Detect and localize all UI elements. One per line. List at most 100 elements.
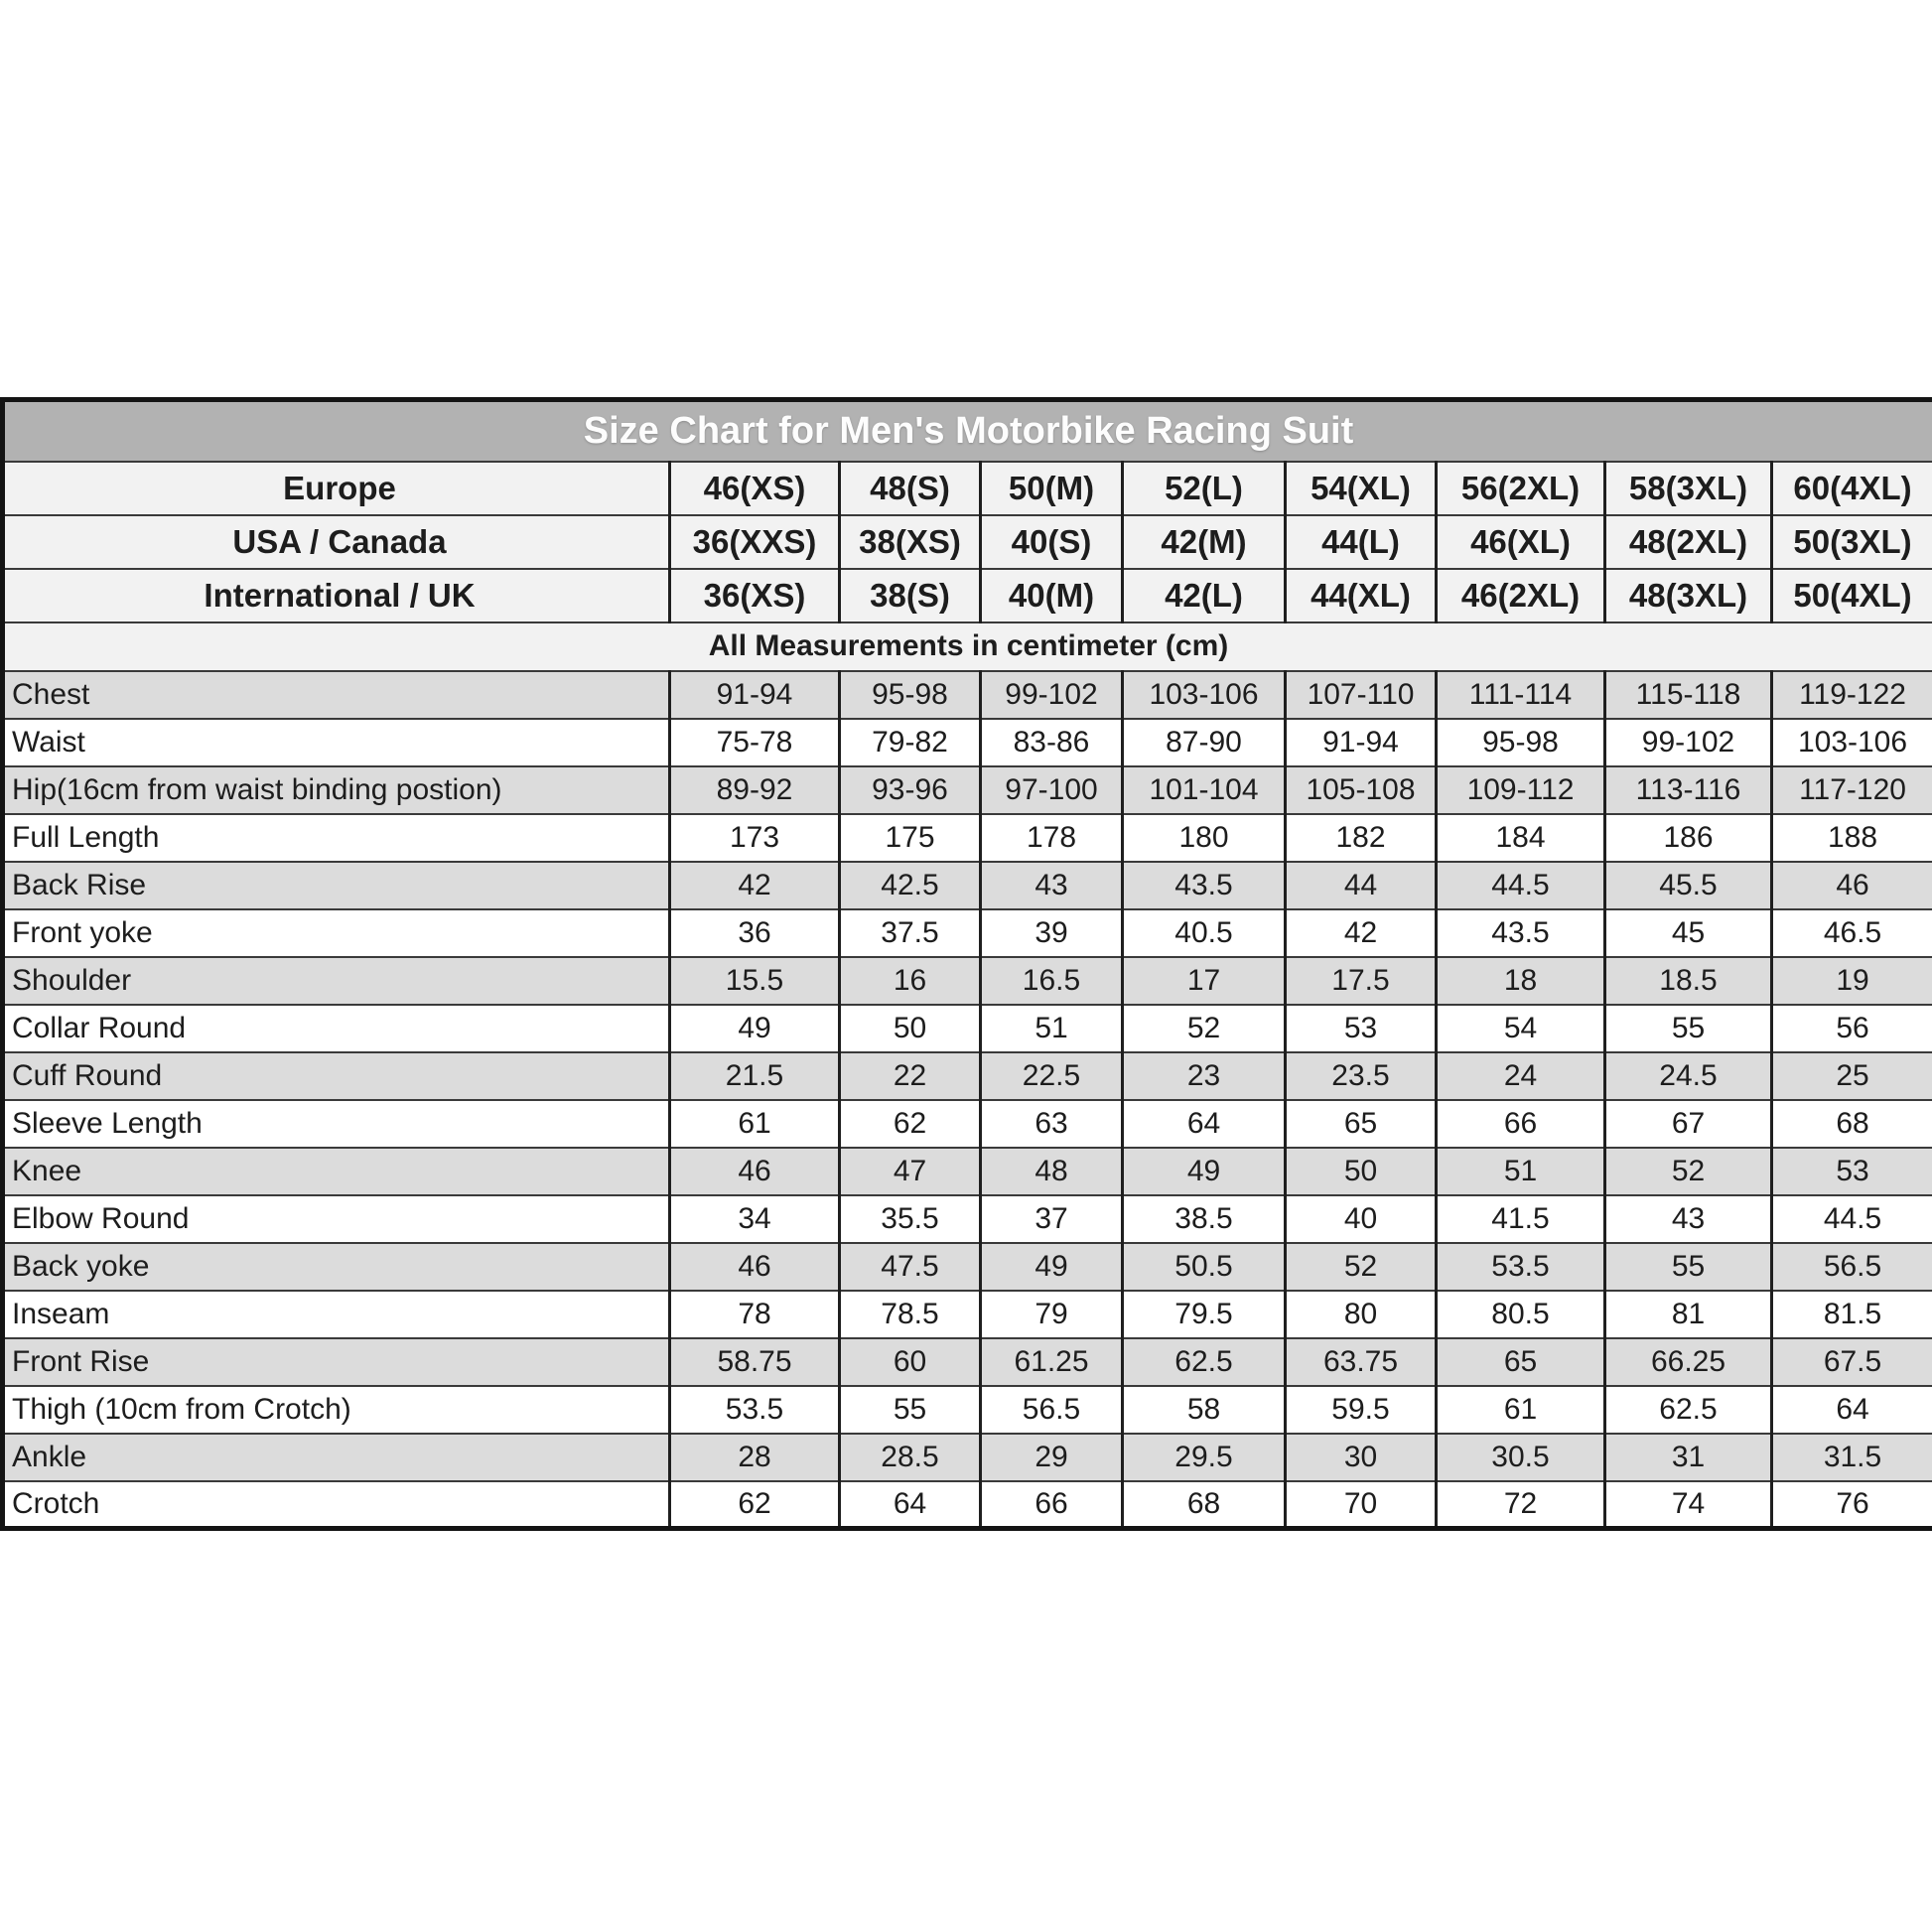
size-value-cell: 40(M) (979, 567, 1124, 623)
measurement-value-cell: 17 (1121, 955, 1287, 1006)
measurement-value-cell: 78.5 (838, 1289, 982, 1339)
measurement-value-cell: 16 (838, 955, 982, 1006)
measurement-label: Sleeve Length (1, 1098, 671, 1149)
measurement-value-cell: 44 (1284, 860, 1438, 910)
measurement-value-cell: 21.5 (668, 1050, 841, 1101)
measurement-value-cell: 62 (838, 1098, 982, 1149)
measurement-row: Waist 75-78 79-82 83-86 87-90 91-94 95-98 99-10… (1, 717, 1932, 767)
measurement-label: Crotch (1, 1479, 671, 1530)
measurement-value-cell: 55 (1603, 1241, 1773, 1292)
measurement-value-cell: 30.5 (1435, 1432, 1606, 1482)
measurement-value-cell: 76 (1769, 1479, 1932, 1530)
measurement-value-cell: 63.75 (1284, 1336, 1438, 1387)
measurement-row: Hip(16cm from waist binding postion) 89-9… (1, 764, 1932, 815)
measurement-value-cell: 113-116 (1603, 764, 1773, 815)
measurement-value-cell: 60 (838, 1336, 982, 1387)
size-value-cell: 48(3XL) (1603, 567, 1773, 623)
size-value-cell: 54(XL) (1284, 460, 1438, 516)
measurement-value-cell: 35.5 (838, 1193, 982, 1244)
measurement-label: Waist (1, 717, 671, 767)
measurement-value-cell: 63 (979, 1098, 1124, 1149)
measurement-value-cell: 53.5 (668, 1384, 841, 1435)
measurement-value-cell: 29.5 (1121, 1432, 1287, 1482)
size-value-cell: 36(XXS) (668, 513, 841, 570)
measurement-value-cell: 75-78 (668, 717, 841, 767)
measurement-value-cell: 79-82 (838, 717, 982, 767)
measurement-value-cell: 47 (838, 1146, 982, 1196)
measurement-value-cell: 188 (1769, 812, 1932, 863)
size-system-label: Europe (1, 460, 671, 516)
measurement-value-cell: 42 (668, 860, 841, 910)
measurement-value-cell: 39 (979, 907, 1124, 958)
measurement-value-cell: 49 (979, 1241, 1124, 1292)
measurement-label: Cuff Round (1, 1050, 671, 1101)
size-value-cell: 44(L) (1284, 513, 1438, 570)
measurement-value-cell: 81 (1603, 1289, 1773, 1339)
measurement-value-cell: 28 (668, 1432, 841, 1482)
measurement-value-cell: 22 (838, 1050, 982, 1101)
size-chart-body: Size Chart for Men's Motorbike Racing Su… (1, 398, 1932, 1530)
measurement-value-cell: 56 (1769, 1003, 1932, 1053)
size-system-row: Europe 46(XS) 48(S) 50(M) 52(L) 54(XL) 56(2XL)… (1, 460, 1932, 516)
size-value-cell: 60(4XL) (1769, 460, 1932, 516)
size-value-cell: 42(M) (1121, 513, 1287, 570)
measurement-value-cell: 34 (668, 1193, 841, 1244)
size-value-cell: 42(L) (1121, 567, 1287, 623)
size-system-label: USA / Canada (1, 513, 671, 570)
measurement-value-cell: 22.5 (979, 1050, 1124, 1101)
measurement-label: Back yoke (1, 1241, 671, 1292)
measurement-value-cell: 64 (838, 1479, 982, 1530)
measurement-value-cell: 87-90 (1121, 717, 1287, 767)
measurement-value-cell: 91-94 (1284, 717, 1438, 767)
measurement-value-cell: 83-86 (979, 717, 1124, 767)
measurement-value-cell: 91-94 (668, 669, 841, 720)
measurement-value-cell: 81.5 (1769, 1289, 1932, 1339)
measurement-value-cell: 89-92 (668, 764, 841, 815)
measurement-value-cell: 41.5 (1435, 1193, 1606, 1244)
size-value-cell: 48(S) (838, 460, 982, 516)
measurement-row: Cuff Round 21.5 22 22.5 23 23.5 24 24.5 25 (1, 1050, 1932, 1101)
size-value-cell: 40(S) (979, 513, 1124, 570)
measurement-row: Chest 91-94 95-98 99-102 103-106 107-110 111-1… (1, 669, 1932, 720)
size-value-cell: 58(3XL) (1603, 460, 1773, 516)
size-value-cell: 46(XL) (1435, 513, 1606, 570)
measurement-value-cell: 80 (1284, 1289, 1438, 1339)
measurement-value-cell: 117-120 (1769, 764, 1932, 815)
measurement-value-cell: 23.5 (1284, 1050, 1438, 1101)
measurement-row: Full Length 173 175 178 180 182 184 186 188 (1, 812, 1932, 863)
measurement-label: Back Rise (1, 860, 671, 910)
measurement-value-cell: 66 (1435, 1098, 1606, 1149)
measurement-value-cell: 111-114 (1435, 669, 1606, 720)
measurement-value-cell: 101-104 (1121, 764, 1287, 815)
measurement-value-cell: 54 (1435, 1003, 1606, 1053)
measurement-label: Thigh (10cm from Crotch) (1, 1384, 671, 1435)
measurement-value-cell: 37.5 (838, 907, 982, 958)
measurement-value-cell: 53 (1769, 1146, 1932, 1196)
measurement-value-cell: 61.25 (979, 1336, 1124, 1387)
measurement-value-cell: 68 (1121, 1479, 1287, 1530)
measurement-value-cell: 43 (1603, 1193, 1773, 1244)
measurement-value-cell: 58.75 (668, 1336, 841, 1387)
measurement-label: Hip(16cm from waist binding postion) (1, 764, 671, 815)
size-value-cell: 50(M) (979, 460, 1124, 516)
measurement-value-cell: 36 (668, 907, 841, 958)
size-value-cell: 50(3XL) (1769, 513, 1932, 570)
title-row: Size Chart for Men's Motorbike Racing Su… (2, 398, 1932, 463)
measurement-label: Knee (1, 1146, 671, 1196)
measurement-value-cell: 74 (1603, 1479, 1773, 1530)
measurement-value-cell: 103-106 (1769, 717, 1932, 767)
measurement-value-cell: 173 (668, 812, 841, 863)
measurement-value-cell: 49 (668, 1003, 841, 1053)
measurement-value-cell: 15.5 (668, 955, 841, 1006)
size-value-cell: 38(S) (838, 567, 982, 623)
measurement-value-cell: 78 (668, 1289, 841, 1339)
measurement-value-cell: 180 (1121, 812, 1287, 863)
size-value-cell: 56(2XL) (1435, 460, 1606, 516)
measurement-unit-note: All Measurements in centimeter (cm) (2, 621, 1932, 672)
chart-title: Size Chart for Men's Motorbike Racing Su… (2, 398, 1932, 463)
note-row: All Measurements in centimeter (cm) (2, 621, 1932, 672)
measurement-value-cell: 56.5 (979, 1384, 1124, 1435)
measurement-value-cell: 18 (1435, 955, 1606, 1006)
measurement-value-cell: 62 (668, 1479, 841, 1530)
measurement-value-cell: 31.5 (1769, 1432, 1932, 1482)
